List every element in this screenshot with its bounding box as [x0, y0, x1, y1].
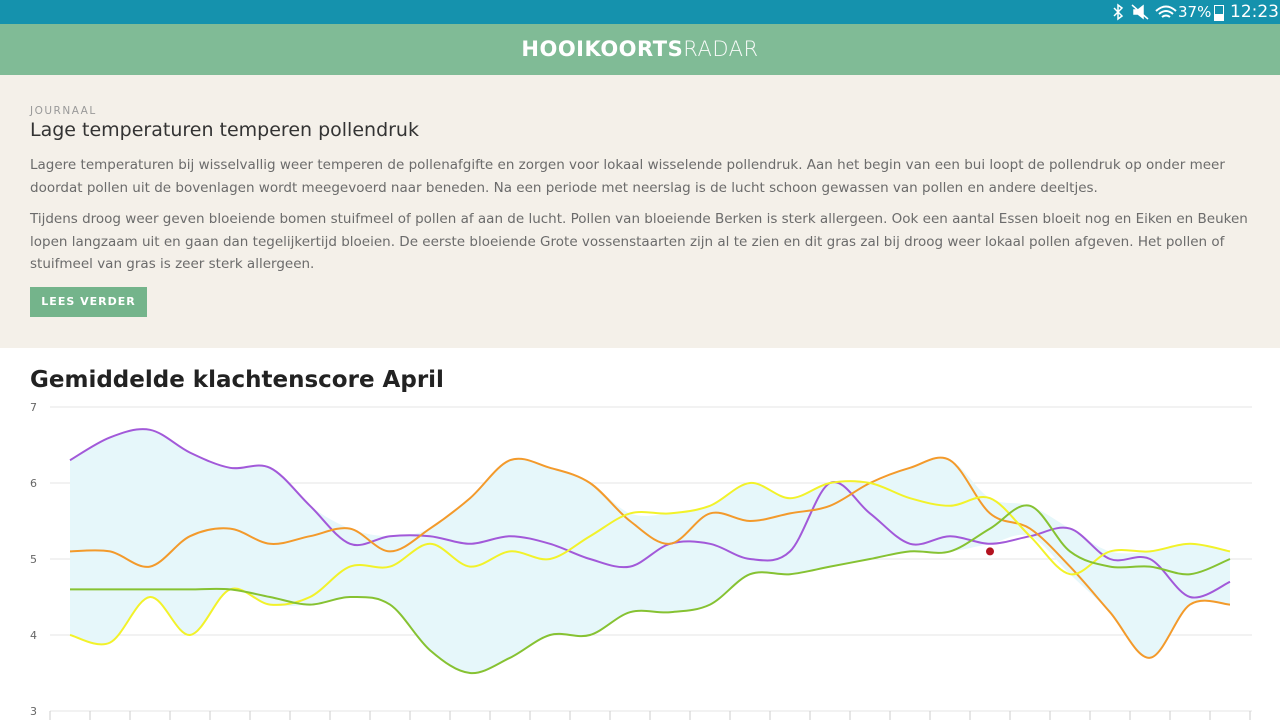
y-tick-label: 5 [30, 553, 37, 566]
range-area [70, 429, 1230, 674]
clock: 12:23 [1230, 2, 1279, 22]
series-line [69, 504, 1231, 675]
journal-card: JOURNAAL Lage temperaturen temperen poll… [0, 75, 1280, 348]
y-tick-label: 4 [30, 629, 37, 642]
app-header: HOOIKOORTSRADAR [0, 24, 1280, 75]
paragraph: Lagere temperaturen bij wisselvallig wee… [30, 157, 1225, 196]
y-tick-label: 3 [30, 705, 37, 718]
read-more-button[interactable]: LEES VERDER [30, 287, 147, 317]
y-tick-label: 7 [30, 401, 37, 414]
article-title: Lage temperaturen temperen pollendruk [30, 119, 419, 141]
brand-bold: HOOIKOORTS [521, 37, 684, 61]
section-label: JOURNAAL [30, 105, 97, 117]
status-icons [1113, 3, 1177, 21]
y-tick-label: 6 [30, 477, 37, 490]
chart-title: Gemiddelde klachtenscore April [30, 367, 444, 393]
series-line [69, 480, 1231, 646]
battery-text: 37% [1178, 3, 1212, 21]
series-line [69, 428, 1231, 599]
chart: Gemiddelde klachtenscore April 3 4 5 6 7 [30, 367, 1252, 720]
status-bar: 37% 12:23 [0, 0, 1280, 24]
paragraph: Tijdens droog weer geven bloeiende bomen… [30, 211, 1248, 272]
battery-icon [1214, 5, 1224, 21]
series-line [69, 456, 1231, 659]
brand-light: RADAR [683, 37, 759, 61]
highlight-point [986, 547, 994, 556]
